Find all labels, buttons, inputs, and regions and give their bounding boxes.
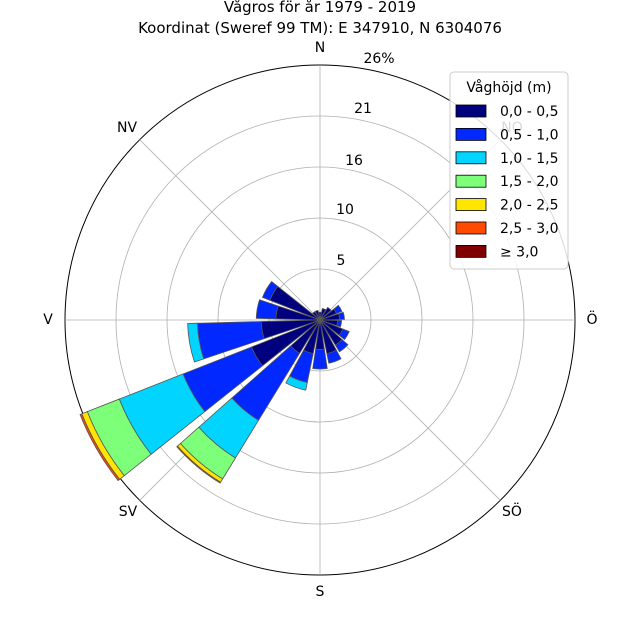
wind-rose-bar-segment [314,309,321,321]
legend-frame [449,71,569,270]
wind-rose-bar-segment [338,328,350,341]
legend-swatch [455,174,487,188]
legend-swatch [455,127,487,141]
direction-label-sv: SV [119,504,138,520]
radial-tick-label: 26% [363,51,394,67]
wind-rose-bar-segment [312,348,328,370]
legend-swatch [455,104,487,118]
legend-swatch [455,221,487,235]
direction-label-nv: NV [117,120,137,136]
legend-swatch [455,151,487,165]
chart-title: Vågros för år 1979 - 2019 [223,0,417,16]
wind-rose-bar-segment [318,311,322,321]
legend-entry-label: 1,0 - 1,5 [500,151,558,167]
chart-subtitle: Koordinat (Sweref 99 TM): E 347910, N 63… [138,19,502,37]
legend-entry-label: 2,0 - 2,5 [500,198,558,214]
wind-rose-bars [79,280,350,484]
radial-tick-label: 5 [337,253,346,269]
legend-swatch [455,198,487,212]
wind-rose-bar-segment [79,413,121,482]
radial-tick-label: 16 [345,153,363,169]
wind-rose-bar-segment [176,445,222,484]
legend: Våghöjd (m) 0,0 - 0,5 0,5 - 1,0 1,0 - 1,5 1… [449,71,569,270]
grid-spoke [319,319,501,501]
legend-entry-label: 2,5 - 3,0 [500,221,558,237]
wind-rose-bar-segment [334,338,349,353]
wind-rose-bar-segment [255,299,279,320]
legend-entry-label: 0,5 - 1,0 [500,127,558,143]
wind-rose-bar-segment [285,375,308,391]
legend-swatch [455,244,487,258]
legend-title: Våghöjd (m) [466,79,551,96]
direction-label-so: SÖ [502,502,522,520]
legend-items: 0,0 - 0,5 0,5 - 1,0 1,0 - 1,5 1,5 - 2,0 2,0 … [455,104,558,260]
direction-label-s: S [316,584,325,600]
wind-rose-bar-segment [319,306,332,321]
radial-tick-label: 21 [354,101,372,117]
polar-grid [64,64,576,576]
legend-entry-label: 0,0 - 0,5 [500,104,558,120]
wind-rose-bar-segment [261,280,279,301]
wind-rose-bar-segment [336,320,342,328]
legend-entry-label: 1,5 - 2,0 [500,174,558,190]
direction-label-o: Ö [586,310,597,328]
wind-rose-bar-segment [333,304,343,315]
wind-rose-bar-segment [187,322,205,363]
wind-rose-bar-segment [338,311,345,320]
direction-label-n: N [315,40,325,56]
wind-rose-bar-segment [312,311,321,321]
direction-label-v: V [43,312,53,328]
grid-spoke [139,139,321,321]
radial-tick-label: 10 [336,202,354,218]
wind-rose-bar-segment [326,349,342,364]
legend-entry-label: ≥ 3,0 [500,244,538,260]
